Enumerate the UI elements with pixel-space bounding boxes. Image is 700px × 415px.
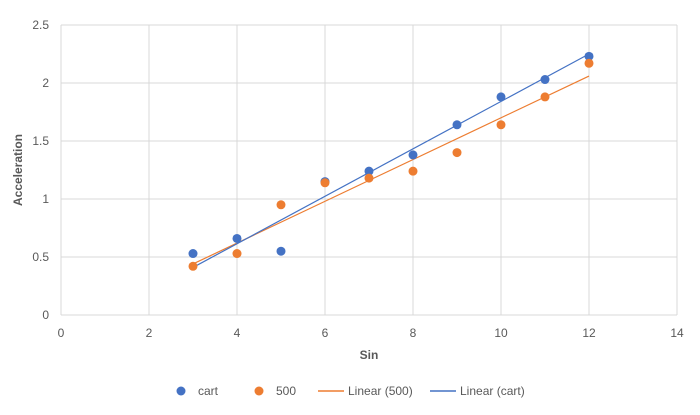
data-point-500 (496, 120, 506, 130)
y-tick-label: 1 (42, 192, 49, 206)
data-point-cart (364, 166, 374, 176)
y-tick-label: 0.5 (32, 250, 49, 264)
legend-label-linear-500: Linear (500) (348, 384, 413, 398)
x-tick-label: 4 (234, 326, 241, 340)
tick-labels: 0 2 4 6 8 10 12 14 0 0.5 1 1.5 2 2.5 (32, 18, 684, 340)
x-tick-label: 10 (494, 326, 508, 340)
data-point-500 (276, 200, 286, 210)
data-point-cart (188, 249, 198, 259)
data-point-500 (408, 166, 418, 176)
trendline-linear-cart (192, 53, 590, 268)
data-point-500 (584, 58, 594, 68)
y-tick-label: 2 (42, 76, 49, 90)
data-point-500 (364, 173, 374, 183)
data-points (188, 51, 594, 271)
data-point-cart (232, 233, 242, 243)
y-tick-label: 1.5 (32, 134, 49, 148)
data-point-cart (496, 92, 506, 102)
y-axis-title: Acceleration (11, 134, 25, 206)
data-point-500 (540, 92, 550, 102)
x-tick-label: 2 (146, 326, 153, 340)
trendline-linear-500 (192, 75, 590, 265)
x-axis-title: Sin (360, 348, 379, 362)
data-point-cart (452, 120, 462, 130)
x-tick-label: 8 (410, 326, 417, 340)
trendlines (192, 53, 590, 268)
data-point-500 (452, 148, 462, 158)
x-tick-label: 12 (582, 326, 596, 340)
legend-label-linear-cart: Linear (cart) (460, 384, 525, 398)
legend-label-500: 500 (276, 384, 296, 398)
data-point-cart (276, 246, 286, 256)
data-point-cart (584, 51, 594, 61)
legend-marker-cart (176, 386, 186, 396)
x-tick-label: 14 (670, 326, 684, 340)
data-point-500 (232, 249, 242, 259)
y-tick-label: 0 (42, 308, 49, 322)
y-tick-label: 2.5 (32, 18, 49, 32)
legend: cart 500 Linear (500) Linear (cart) (176, 384, 525, 398)
x-tick-label: 0 (58, 326, 65, 340)
data-point-500 (320, 178, 330, 188)
data-point-500 (188, 261, 198, 271)
legend-marker-500 (254, 386, 264, 396)
x-tick-label: 6 (322, 326, 329, 340)
legend-label-cart: cart (198, 384, 219, 398)
data-point-cart (540, 75, 550, 85)
data-point-cart (408, 150, 418, 160)
